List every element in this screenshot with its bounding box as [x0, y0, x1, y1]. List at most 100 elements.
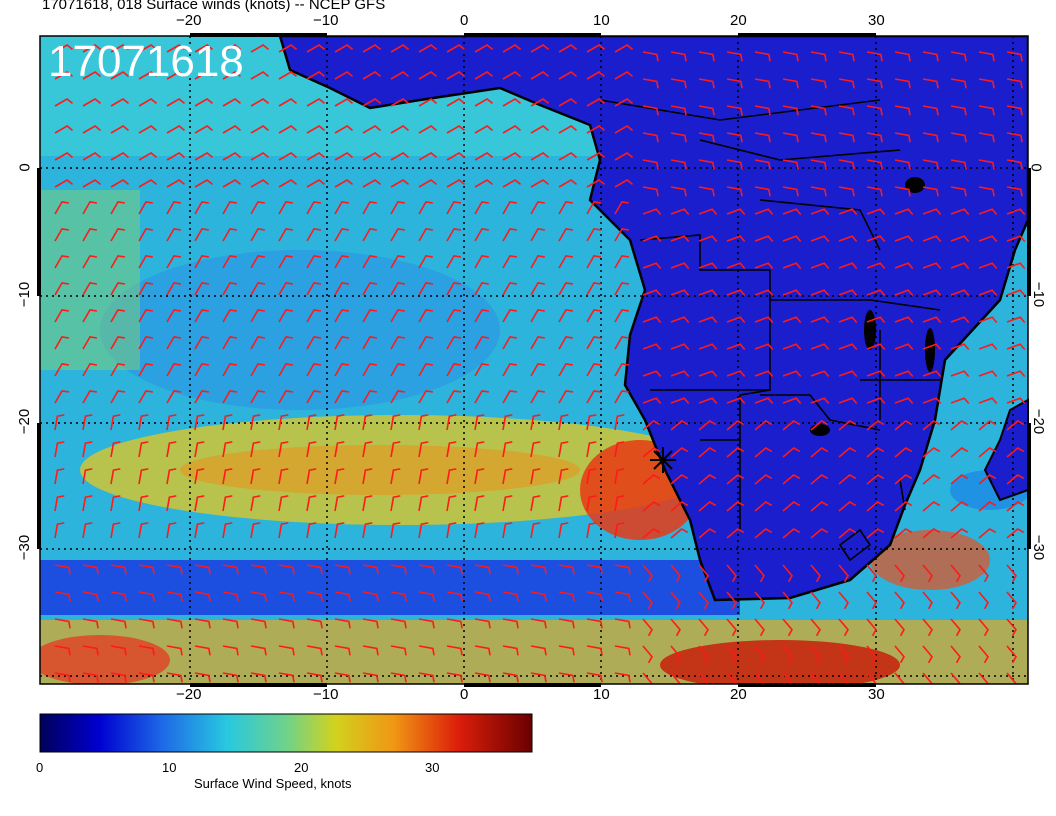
wind-barb [866, 289, 886, 297]
wind-barb [474, 152, 494, 161]
wind-barb [950, 78, 967, 89]
lat-label-right-1: −10 [1030, 281, 1048, 308]
wind-barb [334, 441, 345, 458]
wind-barb [418, 228, 434, 242]
lon-label-bottom-3: 10 [593, 686, 610, 703]
wind-barb [586, 336, 602, 350]
wind-barb [698, 78, 715, 89]
wind-barb [530, 71, 550, 80]
wind-barb [530, 152, 550, 161]
wind-barb [698, 645, 709, 664]
wind-barb [166, 255, 182, 269]
wind-barb [54, 495, 65, 512]
wind-barb [558, 645, 575, 656]
wind-barb [446, 645, 463, 656]
wind-barb [838, 591, 849, 610]
wind-barb [950, 564, 961, 583]
wind-barb [810, 235, 830, 243]
wind-barb [82, 336, 98, 350]
wind-barb [446, 522, 457, 539]
wind-barb [138, 441, 149, 458]
wind-barb [446, 414, 457, 431]
wind-barb [950, 316, 970, 324]
wind-barb [922, 132, 939, 143]
wind-barb [82, 618, 99, 629]
wind-barb [950, 262, 970, 270]
lat-label-right-2: −20 [1030, 408, 1048, 435]
wind-barb [334, 201, 350, 215]
wind-barb [194, 414, 205, 431]
wind-barb [866, 51, 883, 62]
wind-barb [782, 51, 799, 62]
wind-barb [810, 289, 830, 297]
wind-barb [670, 564, 681, 583]
wind-barb [810, 591, 821, 610]
wind-barb [698, 159, 715, 170]
wind-barb [978, 51, 995, 62]
lon-label-top-2: 0 [460, 12, 469, 29]
wind-barb [894, 186, 911, 197]
wind-barb [782, 474, 801, 485]
wind-barb [1006, 78, 1023, 89]
wind-barb [502, 591, 519, 602]
wind-barb [726, 591, 737, 610]
wind-barb [586, 282, 602, 296]
wind-barb [334, 179, 354, 188]
wind-barb [698, 474, 717, 485]
wind-barb [502, 414, 513, 431]
wind-barb [474, 282, 490, 296]
wind-barb [222, 309, 238, 323]
wind-barb [950, 528, 969, 539]
wind-barb [950, 186, 967, 197]
wind-barb [474, 564, 491, 575]
wind-barb [726, 618, 737, 637]
wind-barb [166, 468, 177, 485]
wind-barb [138, 71, 158, 80]
wind-barb [754, 528, 773, 539]
wind-barb [334, 152, 354, 161]
wind-barb [642, 397, 662, 405]
wind-barb [54, 336, 70, 350]
wind-barb [614, 228, 630, 242]
wind-barb [250, 414, 261, 431]
wind-barb [754, 397, 774, 405]
wind-barb [334, 591, 351, 602]
wind-barb [642, 447, 661, 458]
wind-barb [418, 564, 435, 575]
wind-barb [558, 414, 569, 431]
wind-barb [418, 336, 434, 350]
wind-barb [614, 98, 634, 107]
wind-barb [446, 441, 457, 458]
wind-barb [810, 51, 827, 62]
wind-barb [894, 159, 911, 170]
wind-barb [54, 71, 74, 80]
wind-barb [362, 522, 373, 539]
wind-barb [250, 468, 261, 485]
wind-barb [838, 645, 849, 664]
wind-barb [82, 441, 93, 458]
wind-barb [306, 228, 322, 242]
wind-barb [530, 201, 546, 215]
wind-barb [558, 441, 569, 458]
wind-barb [334, 255, 350, 269]
wind-barb [306, 44, 326, 53]
wind-barb [222, 71, 242, 80]
wind-barb [670, 78, 687, 89]
wind-barb [670, 105, 687, 116]
wind-barb [474, 179, 494, 188]
wind-barb [530, 618, 547, 629]
wind-barb [222, 441, 233, 458]
wind-barb [362, 591, 379, 602]
wind-barb [222, 645, 239, 656]
wind-barb [810, 645, 821, 664]
wind-barb [614, 201, 630, 215]
wind-barb [54, 282, 70, 296]
wind-barb [586, 255, 602, 269]
wind-barb [698, 618, 709, 637]
wind-barb [642, 132, 659, 143]
wind-barb [726, 186, 743, 197]
wind-barb [922, 370, 942, 378]
wind-barb [306, 201, 322, 215]
wind-barb [614, 495, 625, 512]
wind-barb [726, 51, 743, 62]
